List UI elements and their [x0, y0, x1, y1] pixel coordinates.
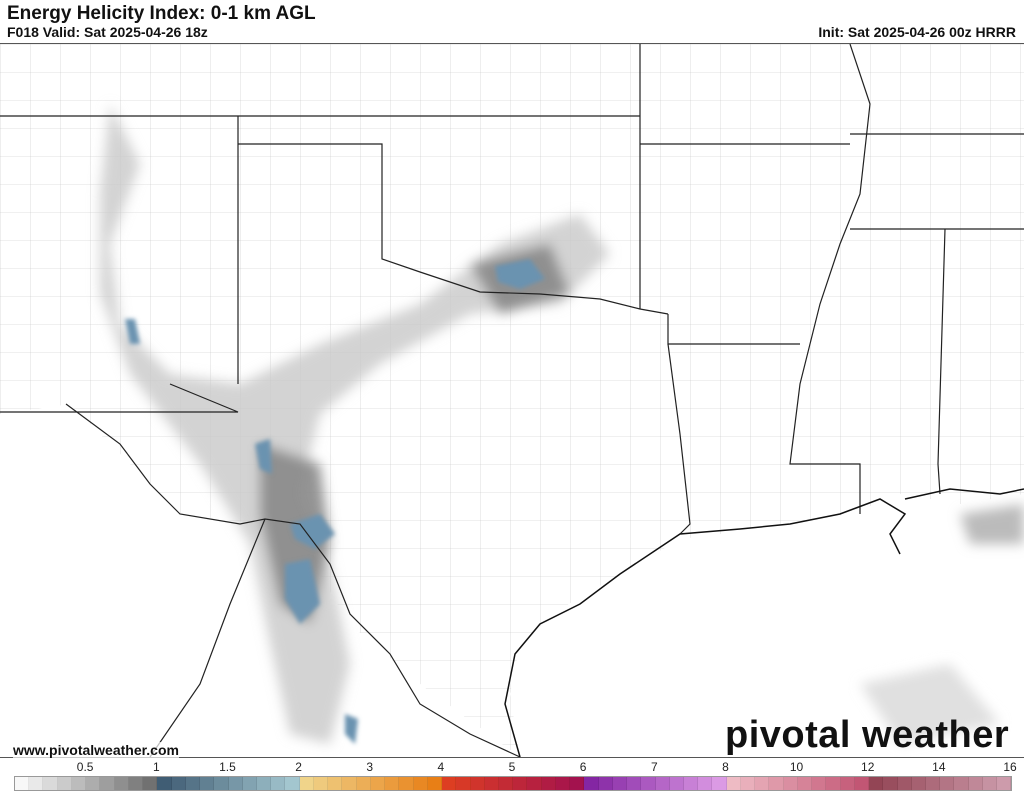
- colorbar-cell: [854, 777, 870, 790]
- colorbar-tick-label: 14: [932, 760, 946, 774]
- colorbar-cell: [214, 777, 229, 790]
- colorbar-cell: [328, 777, 343, 790]
- colorbar-cell: [442, 777, 457, 790]
- colorbar-cell: [783, 777, 798, 790]
- colorbar-tick-label: 4: [437, 760, 445, 774]
- colorbar-cell: [513, 777, 528, 790]
- colorbar-ticks: 0.5 1 1.5 2 3 4 5 6 7 8 10 12 14 16: [14, 760, 1017, 776]
- weather-map[interactable]: [0, 43, 1024, 758]
- colorbar-cell: [484, 777, 499, 790]
- colorbar-tick-label: 1: [152, 760, 160, 774]
- colorbar-cell: [413, 777, 428, 790]
- colorbar-tick-label: 1.5: [219, 760, 236, 774]
- colorbar-cell: [427, 777, 443, 790]
- colorbar-cell: [641, 777, 656, 790]
- colorbar-tick-label: 12: [861, 760, 875, 774]
- colorbar-cell: [584, 777, 599, 790]
- colorbar-cell: [926, 777, 941, 790]
- colorbar-cell: [299, 777, 314, 790]
- ehi-high-values: [125, 259, 545, 744]
- colorbar-cell: [157, 777, 172, 790]
- colorbar-cell: [997, 777, 1012, 790]
- colorbar-cell: [498, 777, 514, 790]
- colorbar-cell: [698, 777, 713, 790]
- colorbar-tick-label: 16: [1003, 760, 1017, 774]
- colorbar-cell: [797, 777, 813, 790]
- valid-time: F018 Valid: Sat 2025-04-26 18z: [7, 24, 208, 40]
- colorbar-cell: [456, 777, 471, 790]
- colorbar-cell: [897, 777, 912, 790]
- colorbar-cell: [71, 777, 87, 790]
- colorbar-tick-label: 0.5: [76, 760, 94, 774]
- colorbar-cell: [627, 777, 642, 790]
- colorbar: [14, 776, 1012, 791]
- colorbar-cell: [171, 777, 186, 790]
- colorbar-cell: [200, 777, 215, 790]
- colorbar-cell: [883, 777, 898, 790]
- colorbar-cell: [541, 777, 556, 790]
- brand-logo: pivotal weather: [725, 714, 1010, 756]
- colorbar-cell: [185, 777, 201, 790]
- colorbar-cell: [655, 777, 670, 790]
- colorbar-cell: [285, 777, 300, 790]
- colorbar-cell: [313, 777, 329, 790]
- colorbar-cell: [712, 777, 727, 790]
- colorbar-cell: [940, 777, 955, 790]
- colorbar-cell: [869, 777, 884, 790]
- colorbar-cell: [684, 777, 699, 790]
- colorbar-cell: [256, 777, 272, 790]
- colorbar-cell: [128, 777, 144, 790]
- colorbar-cell: [726, 777, 741, 790]
- colorbar-cell: [470, 777, 485, 790]
- colorbar-cell: [740, 777, 756, 790]
- colorbar-tick-label: 3: [366, 760, 374, 774]
- colorbar-cell: [954, 777, 969, 790]
- colorbar-cell: [114, 777, 129, 790]
- colorbar-cell: [370, 777, 386, 790]
- colorbar-cell: [598, 777, 613, 790]
- colorbar-cell: [86, 777, 101, 790]
- state-borders: [0, 44, 1024, 757]
- colorbar-cell: [812, 777, 827, 790]
- colorbar-cell: [399, 777, 414, 790]
- init-time: Init: Sat 2025-04-26 00z HRRR: [818, 24, 1016, 40]
- colorbar-cell: [982, 777, 998, 790]
- colorbar-cell: [612, 777, 628, 790]
- colorbar-cell: [669, 777, 685, 790]
- colorbar-tick-label: 6: [579, 760, 587, 774]
- colorbar-tick-label: 8: [722, 760, 729, 774]
- colorbar-cell: [143, 777, 158, 790]
- colorbar-cell: [242, 777, 257, 790]
- colorbar-cell: [342, 777, 357, 790]
- colorbar-cell: [527, 777, 542, 790]
- colorbar-cell: [356, 777, 371, 790]
- colorbar-cell: [840, 777, 855, 790]
- coastline: [504, 488, 1024, 757]
- colorbar-tick-label: 5: [508, 760, 516, 774]
- website-label: www.pivotalweather.com: [13, 742, 179, 758]
- colorbar-cell: [271, 777, 286, 790]
- colorbar-cell: [769, 777, 784, 790]
- colorbar-cell: [826, 777, 841, 790]
- colorbar-cell: [57, 777, 72, 790]
- colorbar-cell: [43, 777, 58, 790]
- colorbar-cell: [100, 777, 115, 790]
- colorbar-cell: [570, 777, 585, 790]
- colorbar-cell: [968, 777, 983, 790]
- colorbar-cell: [15, 777, 30, 790]
- colorbar-tick-label: 10: [789, 760, 804, 774]
- map-title: Energy Helicity Index: 0-1 km AGL: [7, 3, 316, 24]
- colorbar-tick-label: 2: [295, 760, 302, 774]
- colorbar-cell: [911, 777, 926, 790]
- colorbar-cell: [228, 777, 243, 790]
- colorbar-tick-label: 7: [650, 760, 658, 774]
- colorbar-cell: [385, 777, 400, 790]
- colorbar-cell: [755, 777, 770, 790]
- colorbar-cell: [29, 777, 44, 790]
- colorbar-cell: [555, 777, 571, 790]
